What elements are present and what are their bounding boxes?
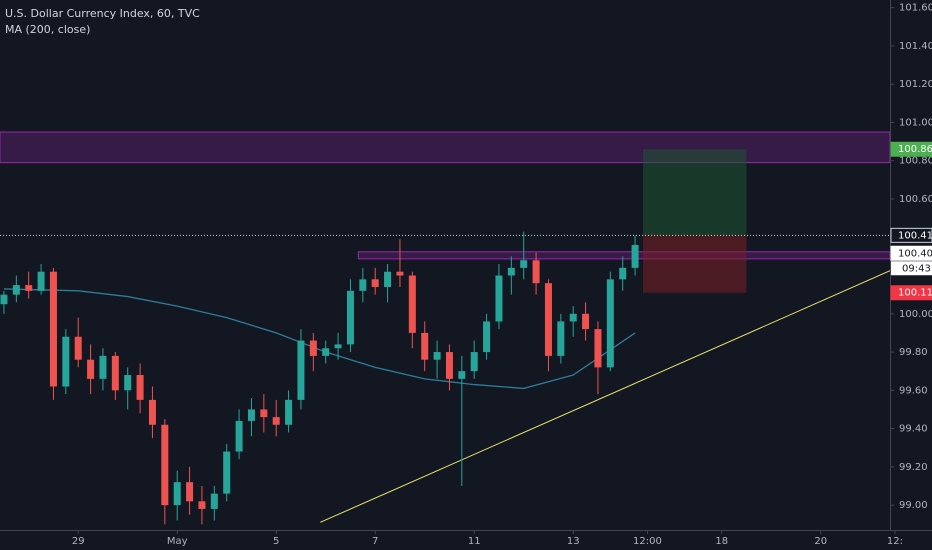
candle-body bbox=[483, 321, 491, 353]
y-tick-label: 99.80 bbox=[899, 347, 928, 358]
y-tick-label: 99.20 bbox=[899, 462, 928, 473]
candle-body bbox=[37, 271, 45, 291]
countdown-bg bbox=[891, 261, 932, 276]
candle-body bbox=[433, 352, 441, 360]
candle-body bbox=[359, 279, 367, 291]
candle-body bbox=[507, 267, 515, 276]
profit-zone bbox=[642, 149, 747, 236]
candle-body bbox=[408, 275, 416, 333]
x-tick-label: 11 bbox=[468, 536, 481, 547]
candle-body bbox=[210, 493, 218, 509]
candle-body bbox=[346, 290, 354, 345]
price-label-bg bbox=[890, 141, 932, 157]
plot-area bbox=[0, 131, 897, 525]
candle-body bbox=[532, 260, 540, 284]
x-tick-label: May bbox=[167, 536, 188, 547]
candle-body bbox=[161, 424, 169, 506]
y-tick-label: 101.00 bbox=[899, 117, 932, 128]
x-tick-label: 12:00 bbox=[633, 536, 662, 547]
candle-body bbox=[606, 279, 614, 368]
candle-body bbox=[470, 352, 478, 372]
candle-body bbox=[247, 409, 255, 421]
candle-body bbox=[186, 482, 194, 502]
candle-body bbox=[124, 375, 132, 391]
candle-body bbox=[594, 329, 602, 368]
price-label: 100.11 bbox=[898, 288, 932, 299]
candle-body bbox=[99, 355, 107, 379]
y-tick-label: 100.60 bbox=[899, 194, 932, 205]
candle-body bbox=[111, 355, 119, 391]
loss-zone bbox=[642, 235, 747, 293]
price-label: 100.86 bbox=[898, 144, 932, 155]
candle-body bbox=[285, 399, 293, 425]
candle-body bbox=[309, 340, 317, 356]
candle-body bbox=[25, 285, 33, 291]
y-tick-label: 100.80 bbox=[899, 156, 932, 167]
candle-body bbox=[334, 344, 342, 349]
candle-body bbox=[297, 340, 305, 400]
candle-body bbox=[582, 313, 590, 330]
candle-body bbox=[557, 321, 565, 356]
candle-body bbox=[87, 359, 95, 379]
x-tick-label: 7 bbox=[372, 536, 378, 547]
zone bbox=[0, 131, 891, 164]
price-label: 100.41 bbox=[898, 230, 932, 241]
candle-body bbox=[544, 283, 552, 356]
candle-body bbox=[631, 244, 639, 268]
price-label-bg bbox=[890, 285, 932, 301]
indicator-label: MA (200, close) bbox=[5, 23, 90, 36]
candle-body bbox=[421, 332, 429, 360]
x-tick-label: 29 bbox=[72, 536, 85, 547]
x-tick-label: 5 bbox=[273, 536, 279, 547]
y-tick-label: 100.00 bbox=[899, 309, 932, 320]
candle-body bbox=[445, 352, 453, 379]
price-label-bg bbox=[890, 227, 932, 243]
candle-body bbox=[396, 271, 404, 276]
zone bbox=[357, 251, 891, 260]
candle-body bbox=[49, 271, 57, 387]
trend-line bbox=[320, 267, 897, 523]
candle-body bbox=[148, 399, 156, 425]
candle-body bbox=[260, 409, 268, 418]
price-label: 100.40 bbox=[898, 248, 932, 259]
y-tick-label: 101.60 bbox=[899, 3, 932, 14]
x-tick-label: 12: bbox=[887, 536, 903, 547]
y-tick-label: 99.60 bbox=[899, 385, 928, 396]
candle-body bbox=[223, 451, 231, 494]
candle-body bbox=[136, 375, 144, 400]
chart-title: U.S. Dollar Currency Index, 60, TVC bbox=[5, 7, 200, 20]
countdown: 09:43 bbox=[902, 263, 931, 274]
candle-body bbox=[569, 313, 577, 322]
candle-body bbox=[0, 294, 8, 305]
candle-body bbox=[62, 336, 70, 387]
candle-body bbox=[235, 420, 243, 452]
candle-body bbox=[371, 279, 379, 288]
y-tick-label: 101.40 bbox=[899, 41, 932, 52]
y-tick-label: 101.20 bbox=[899, 79, 932, 90]
candle-body bbox=[74, 336, 82, 360]
candle-body bbox=[619, 267, 627, 280]
candle-body bbox=[458, 371, 466, 379]
y-tick-label: 99.00 bbox=[899, 500, 928, 511]
x-tick-label: 20 bbox=[814, 536, 827, 547]
y-tick-label: 99.40 bbox=[899, 424, 928, 435]
x-tick-label: 18 bbox=[715, 536, 728, 547]
price-label-bg bbox=[890, 245, 932, 261]
candle-body bbox=[173, 482, 181, 506]
candle-body bbox=[520, 260, 528, 268]
x-tick-label: 13 bbox=[567, 536, 580, 547]
candle-body bbox=[495, 275, 503, 322]
candle-body bbox=[198, 501, 206, 509]
candle-body bbox=[384, 271, 392, 288]
candle-body bbox=[12, 285, 20, 295]
candle-body bbox=[272, 417, 280, 425]
candle-body bbox=[322, 348, 330, 356]
